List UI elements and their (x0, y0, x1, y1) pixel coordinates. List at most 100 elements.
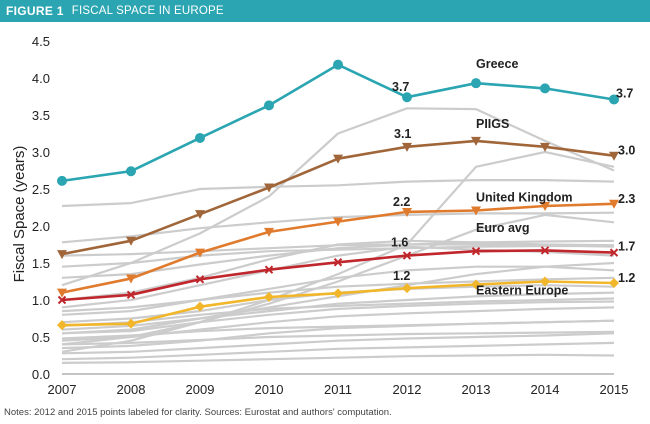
greece-point-2009 (195, 132, 205, 143)
chart-axes: Fiscal Space (years) (11, 146, 614, 375)
united-kingdom-point-2015 (609, 199, 619, 209)
x-tick-label-2011: 2011 (324, 382, 352, 397)
background-line-1 (61, 211, 615, 244)
euro-avg-point-2011 (333, 258, 343, 267)
data-label-euro-avg-2015: 1.7 (618, 240, 635, 254)
data-label-eastern-europe-2015: 1.2 (618, 271, 635, 285)
eastern-europe-point-2013 (471, 279, 481, 290)
x-tick-label-2010: 2010 (255, 382, 284, 397)
euro-avg-point-2015 (609, 248, 619, 257)
chart-area: Fiscal Space (years) 0.0 0.5 1.0 1.5 2.0 2.5 3… (11, 34, 635, 397)
euro-avg-point-2013 (471, 246, 481, 256)
piigs-point-2009 (195, 210, 205, 220)
background-line-22 (61, 319, 615, 340)
euro-avg-point-2010 (264, 265, 274, 274)
x-tick-label-2014: 2014 (531, 382, 560, 397)
eastern-europe-point-2009 (195, 301, 205, 312)
figure-number: FIGURE 1 (6, 4, 64, 18)
background-line-6 (61, 239, 615, 302)
eastern-europe-point-2007 (57, 320, 67, 331)
greece-point-2014 (540, 83, 550, 94)
series-name-label-united-kingdom: United Kingdom (476, 190, 573, 204)
united-kingdom-point-2008 (126, 274, 136, 284)
figure-title: FISCAL SPACE IN EUROPE (71, 5, 224, 17)
data-label-piigs-2012: 3.1 (394, 127, 411, 141)
x-tick-label-2009: 2009 (186, 382, 215, 397)
background-line-18 (61, 213, 615, 346)
x-tick-label-2007: 2007 (48, 382, 77, 397)
y-tick-label-1.5: 1.5 (32, 256, 50, 271)
y-tick-label-1.0: 1.0 (32, 293, 50, 308)
euro-avg-point-2009 (195, 275, 205, 284)
background-line-21 (61, 297, 615, 327)
background-lines-group (61, 107, 615, 364)
background-line-20 (61, 276, 615, 313)
data-label-united-kingdom-2012: 2.2 (393, 195, 410, 209)
series-name-label-greece: Greece (476, 57, 518, 71)
y-tick-label-3.0: 3.0 (32, 145, 50, 160)
series-name-label-euro-avg: Euro avg (476, 221, 530, 235)
united-kingdom-point-2013 (471, 206, 481, 216)
data-label-united-kingdom-2015: 2.3 (618, 192, 635, 206)
greece-point-2013 (471, 78, 481, 89)
series-lines-group (57, 59, 619, 331)
x-tick-label-2012: 2012 (393, 382, 422, 397)
greece-point-2010 (264, 100, 274, 111)
eastern-europe-point-2010 (264, 292, 274, 303)
euro-avg-point-2012 (402, 251, 412, 260)
background-line-14 (61, 332, 615, 355)
data-labels-group: 3.7 3.7 3.1 3.0 2.2 2.3 1.6 1.7 1.2 1.2 Greece PIIG… (391, 57, 635, 297)
united-kingdom-point-2010 (264, 227, 274, 237)
data-label-greece-2012: 3.7 (392, 80, 409, 94)
y-tick-label-0.5: 0.5 (32, 330, 50, 345)
y-axis-label: Fiscal Space (years) (11, 146, 28, 283)
y-tick-label-4.0: 4.0 (32, 71, 50, 86)
greece-point-2007 (57, 175, 67, 186)
background-line-16 (61, 353, 615, 364)
tick-labels-group: 0.0 0.5 1.0 1.5 2.0 2.5 3.0 3.5 4.0 4.5 2007 2008 20… (32, 34, 629, 397)
series-name-label-piigs: PIIGS (476, 117, 509, 131)
piigs-point-2007 (57, 250, 67, 260)
x-tick-label-2015: 2015 (600, 382, 629, 397)
euro-avg-point-2008 (126, 290, 136, 300)
background-line-0 (61, 179, 615, 208)
piigs-point-2008 (126, 236, 136, 246)
greece-point-2012 (402, 92, 412, 103)
eastern-europe-point-2012 (402, 283, 412, 294)
data-label-piigs-2015: 3.0 (618, 144, 635, 158)
background-line-15 (61, 341, 615, 361)
y-tick-label-2.5: 2.5 (32, 182, 50, 197)
figure-header: FIGURE 1 FISCAL SPACE IN EUROPE (0, 0, 650, 22)
greece-point-2008 (126, 166, 136, 177)
y-tick-label-4.5: 4.5 (32, 34, 50, 49)
piigs-point-2012 (402, 142, 412, 152)
data-label-greece-2015: 3.7 (616, 86, 633, 100)
eastern-europe-point-2014 (540, 276, 550, 287)
greece-point-2011 (333, 59, 343, 70)
background-line-4 (61, 244, 614, 268)
euro-avg-point-2014 (540, 246, 550, 255)
united-kingdom-point-2009 (195, 248, 205, 258)
united-kingdom-point-2011 (333, 217, 343, 227)
background-line-23 (61, 330, 615, 346)
piigs-point-2010 (264, 183, 274, 193)
background-line-10 (61, 291, 615, 331)
eastern-europe-point-2011 (333, 288, 343, 299)
piigs-point-2015 (609, 151, 619, 161)
eastern-europe-point-2015 (609, 277, 619, 288)
united-kingdom-point-2007 (57, 288, 67, 298)
x-tick-label-2008: 2008 (117, 382, 146, 397)
piigs-point-2014 (540, 142, 550, 152)
piigs-point-2013 (471, 136, 481, 146)
eastern-europe-point-2008 (126, 318, 136, 329)
data-label-euro-avg-2012: 1.6 (391, 236, 408, 250)
x-tick-label-2013: 2013 (462, 382, 491, 397)
background-line-11 (61, 300, 615, 335)
united-kingdom-point-2014 (540, 202, 550, 212)
y-tick-label-3.5: 3.5 (32, 108, 50, 123)
euro-avg-point-2007 (57, 295, 67, 305)
united-kingdom-point-2012 (402, 207, 412, 217)
greece-point-2015 (609, 94, 619, 105)
data-label-eastern-europe-2012: 1.2 (393, 269, 410, 283)
y-tick-label-0.0: 0.0 (32, 367, 50, 382)
